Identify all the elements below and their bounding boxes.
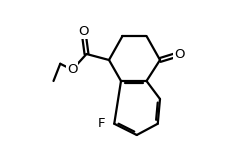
Text: F: F	[97, 117, 105, 130]
Text: O: O	[78, 25, 88, 38]
Text: O: O	[67, 63, 77, 76]
Text: O: O	[174, 48, 184, 60]
